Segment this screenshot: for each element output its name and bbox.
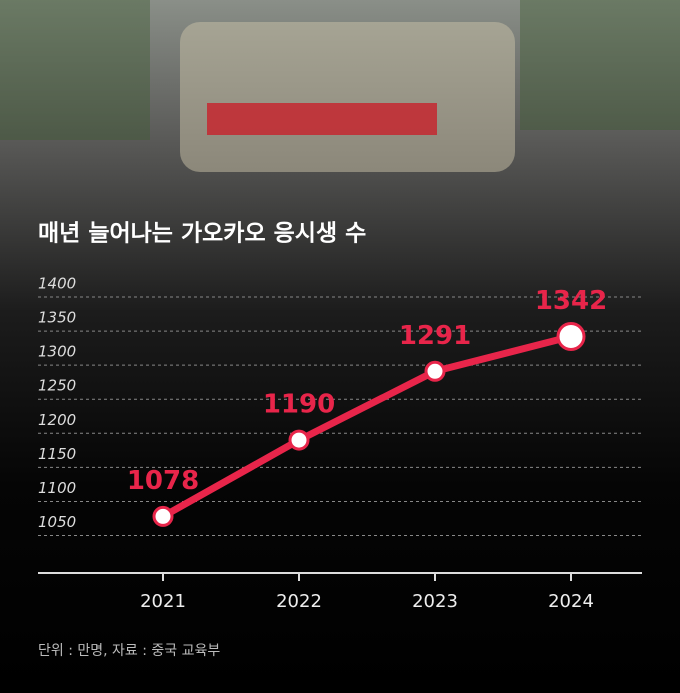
footnote: 단위 : 만명, 자료 : 중국 교육부 [38,643,220,659]
point [424,360,446,382]
y-tick-label: 1050 [38,513,76,531]
data-label: 1291 [399,321,471,351]
point [556,322,586,352]
trees [0,0,150,140]
point [152,505,174,527]
x-tick-label: 2024 [548,591,594,612]
y-tick-label: 1150 [38,445,76,463]
y-tick-label: 1350 [38,309,76,327]
data-label: 1190 [263,390,335,420]
y-tick-label: 1250 [38,377,76,395]
data-label: 1342 [535,286,607,316]
y-tick-label: 1100 [38,479,76,497]
y-tick-label: 1300 [38,343,76,361]
point [288,429,310,451]
x-tick-label: 2021 [140,591,186,612]
banner [207,103,437,135]
y-tick-label: 1200 [38,411,76,429]
building [180,22,515,172]
y-tick-label: 1400 [38,275,76,293]
chart-title: 매년 늘어나는 가오카오 응시생 수 [38,221,366,247]
line [161,333,572,520]
x-tick-label: 2022 [276,591,322,612]
x-tick-label: 2023 [412,591,458,612]
data-label: 1078 [127,466,199,496]
trees [520,0,680,130]
